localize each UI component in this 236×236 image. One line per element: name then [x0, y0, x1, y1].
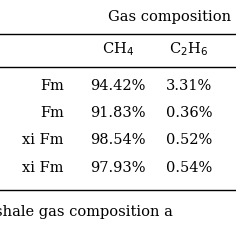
Text: C$_2$H$_6$: C$_2$H$_6$ — [169, 41, 208, 58]
Text: 91.83%: 91.83% — [90, 106, 146, 120]
Text: xi Fm: xi Fm — [22, 160, 64, 175]
Text: 0.54%: 0.54% — [166, 160, 212, 175]
Text: shale gas composition a: shale gas composition a — [0, 205, 173, 219]
Text: 0.52%: 0.52% — [166, 133, 212, 148]
Text: 3.31%: 3.31% — [166, 79, 212, 93]
Text: 94.42%: 94.42% — [90, 79, 146, 93]
Text: 0.36%: 0.36% — [165, 106, 212, 120]
Text: Fm: Fm — [40, 79, 64, 93]
Text: xi Fm: xi Fm — [22, 133, 64, 148]
Text: CH$_4$: CH$_4$ — [102, 41, 134, 58]
Text: 98.54%: 98.54% — [90, 133, 146, 148]
Text: Gas composition: Gas composition — [108, 9, 232, 24]
Text: 97.93%: 97.93% — [90, 160, 146, 175]
Text: Fm: Fm — [40, 106, 64, 120]
